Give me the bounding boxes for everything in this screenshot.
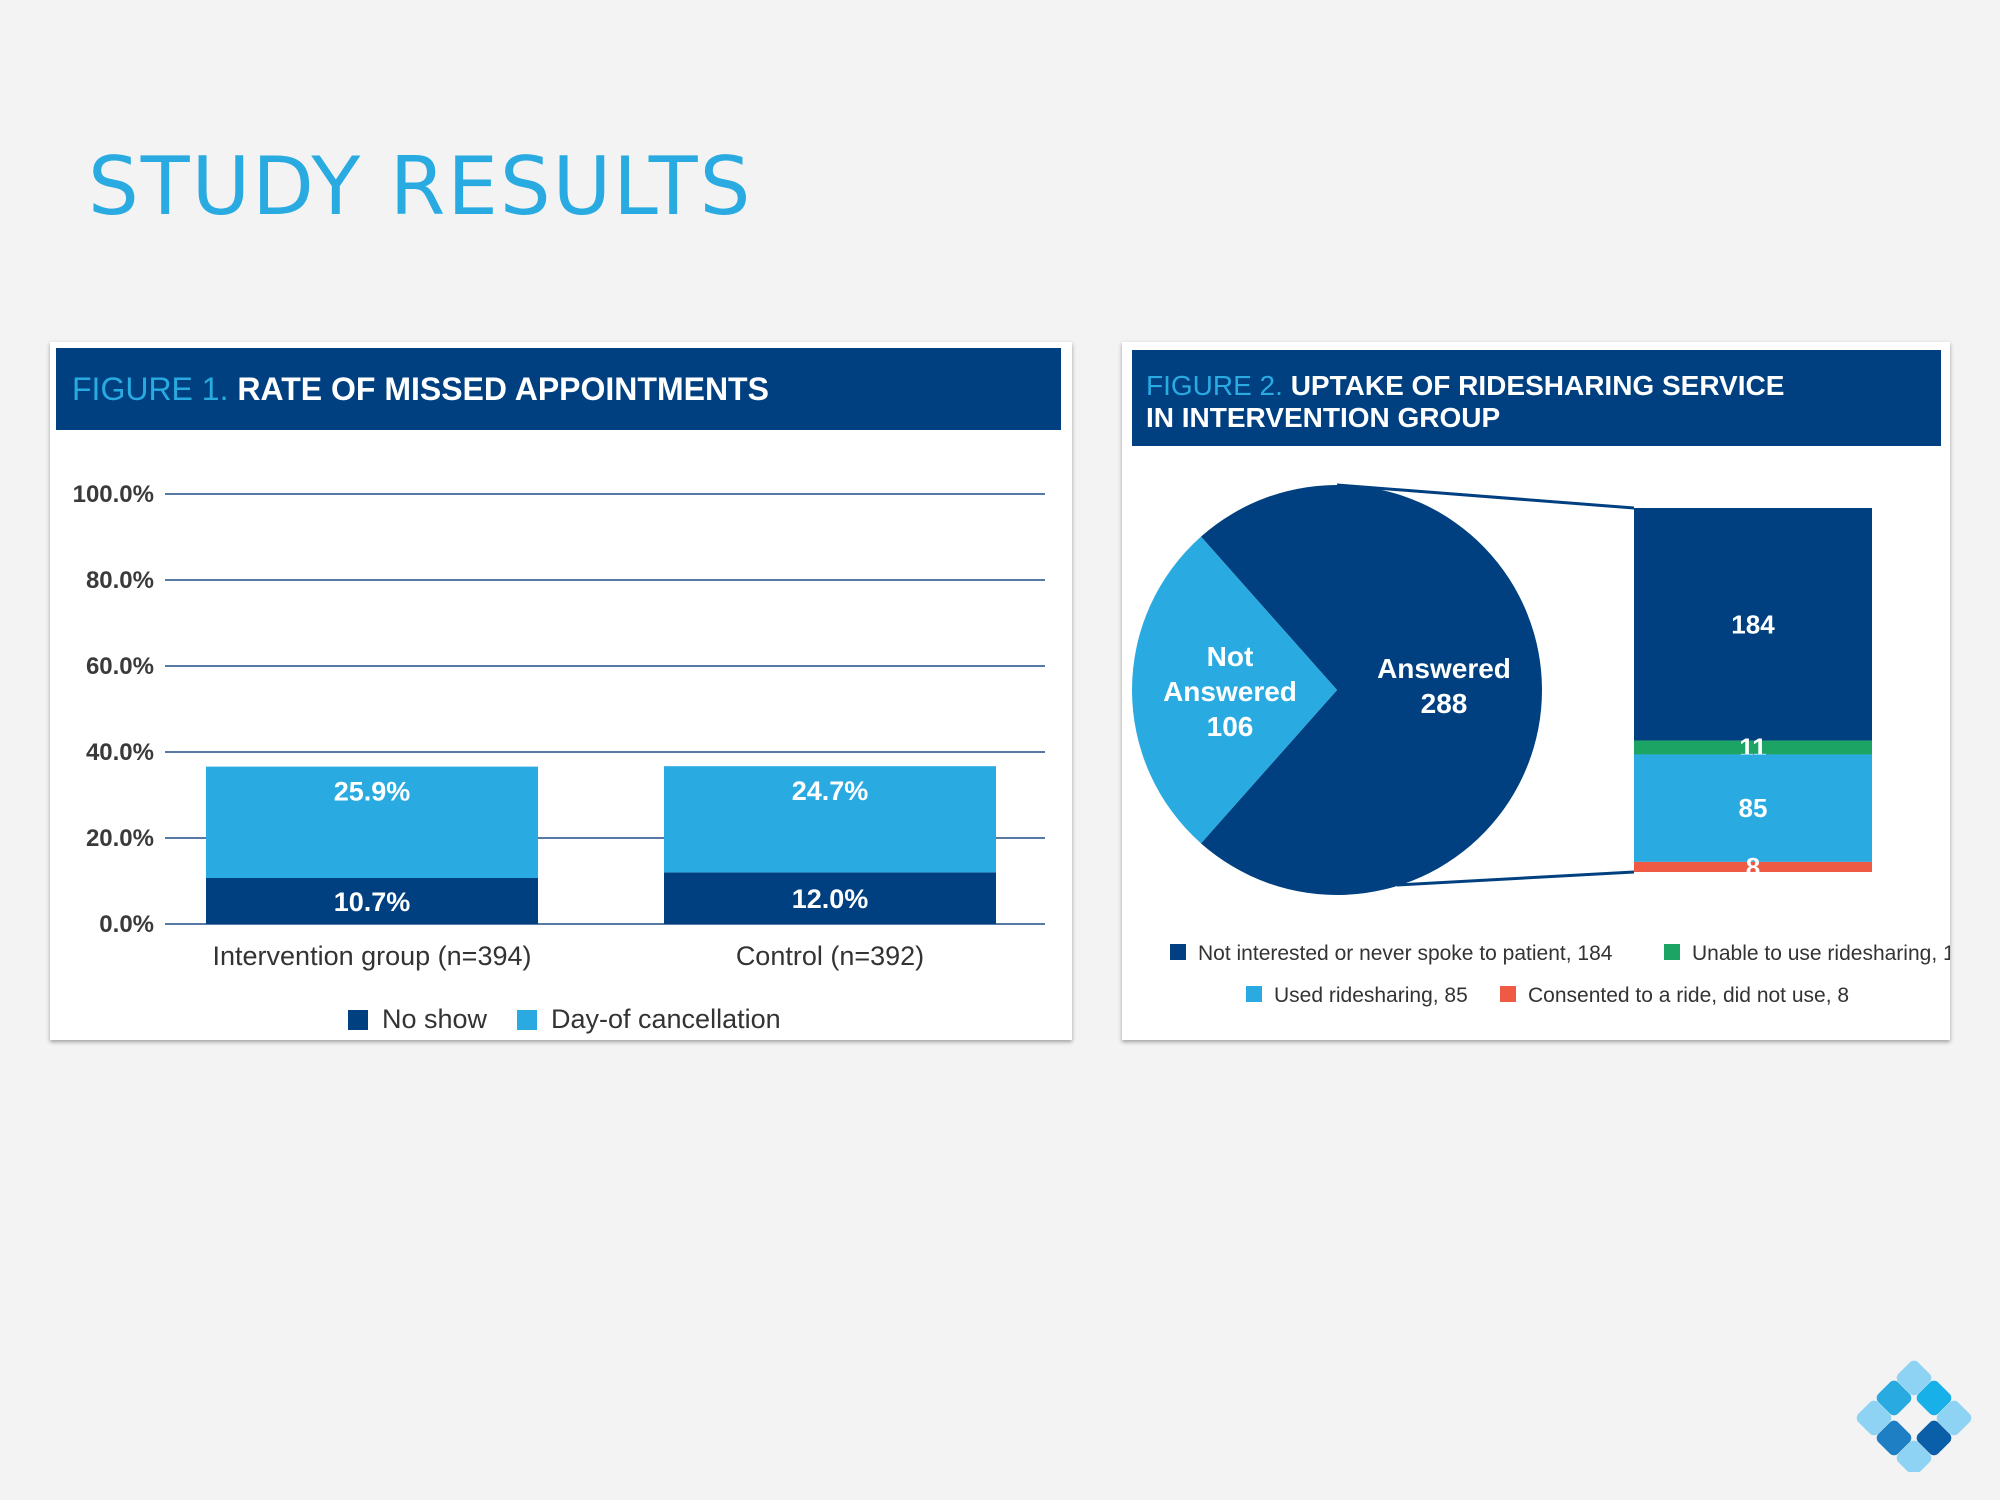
pie-slice-not-answered bbox=[1132, 536, 1337, 844]
legend-swatch bbox=[517, 1010, 537, 1030]
data-label: 12.0% bbox=[792, 884, 869, 914]
legend-label: Consented to a ride, did not use, 8 bbox=[1528, 984, 1849, 1007]
figure1-card: FIGURE 1. RATE OF MISSED APPOINTMENTS 0.… bbox=[50, 342, 1072, 1040]
figure1-header: FIGURE 1. RATE OF MISSED APPOINTMENTS bbox=[56, 348, 1061, 430]
pie-label: Answered bbox=[1163, 676, 1297, 707]
pie-label: 106 bbox=[1207, 711, 1254, 742]
figure2-title-line2: IN INTERVENTION GROUP bbox=[1146, 402, 1501, 433]
figure1-title: RATE OF MISSED APPOINTMENTS bbox=[237, 371, 769, 407]
legend-swatch bbox=[1500, 986, 1516, 1002]
bar-segment bbox=[664, 872, 996, 924]
x-category-label: Control (n=392) bbox=[736, 941, 924, 971]
breakdown-segment bbox=[1634, 861, 1872, 872]
diamond-logo-icon bbox=[1856, 1360, 1972, 1472]
legend-swatch bbox=[348, 1010, 368, 1030]
pie-label: Not bbox=[1207, 641, 1254, 672]
breakdown-segment bbox=[1634, 508, 1872, 741]
breakdown-label: 85 bbox=[1739, 793, 1768, 823]
breakdown-label: 8 bbox=[1746, 852, 1760, 882]
connector-line bbox=[1396, 870, 1635, 887]
legend-swatch bbox=[1664, 944, 1680, 960]
bar-segment bbox=[206, 877, 538, 924]
legend-label: Day-of cancellation bbox=[551, 1004, 781, 1034]
legend-label: No show bbox=[382, 1004, 488, 1034]
pie-label: 288 bbox=[1421, 688, 1468, 719]
figure2-card: FIGURE 2. UPTAKE OF RIDESHARING SERVICE … bbox=[1122, 342, 1950, 1040]
y-tick-label: 100.0% bbox=[73, 481, 154, 508]
data-label: 25.9% bbox=[334, 777, 411, 807]
slide-title: STUDY RESULTS bbox=[88, 140, 753, 233]
legend-label: Not interested or never spoke to patient… bbox=[1198, 942, 1613, 965]
y-tick-label: 80.0% bbox=[86, 567, 154, 594]
breakdown-segment bbox=[1634, 740, 1872, 755]
breakdown-segment bbox=[1634, 754, 1872, 862]
figure2-header: FIGURE 2. UPTAKE OF RIDESHARING SERVICE … bbox=[1132, 350, 1941, 446]
y-tick-label: 20.0% bbox=[86, 825, 154, 852]
data-label: 10.7% bbox=[334, 887, 411, 917]
bar-segment bbox=[664, 766, 996, 873]
bar-chart: 0.0% 20.0% 40.0% 60.0% 80.0% 100.0% 10.7% 25.9%… bbox=[73, 481, 1045, 1034]
pie-slice-answered bbox=[1200, 485, 1542, 895]
x-category-label: Intervention group (n=394) bbox=[213, 941, 532, 971]
legend-label: Unable to use ridesharing, 11 bbox=[1692, 942, 1950, 965]
bar-segment bbox=[206, 766, 538, 878]
legend-label: Used ridesharing, 85 bbox=[1274, 984, 1468, 1007]
y-tick-label: 60.0% bbox=[86, 653, 154, 680]
connector-line bbox=[1336, 483, 1635, 510]
figure2-number: FIGURE 2. bbox=[1146, 370, 1283, 401]
legend-swatch bbox=[1170, 944, 1186, 960]
figure2-title-line1: UPTAKE OF RIDESHARING SERVICE bbox=[1290, 370, 1785, 401]
pie-label: Answered bbox=[1377, 653, 1511, 684]
y-tick-label: 40.0% bbox=[86, 739, 154, 766]
legend-swatch bbox=[1246, 986, 1262, 1002]
figure1-number: FIGURE 1. bbox=[72, 371, 229, 407]
breakdown-label: 184 bbox=[1731, 609, 1775, 639]
y-tick-label: 0.0% bbox=[99, 911, 154, 938]
data-label: 24.7% bbox=[792, 776, 869, 806]
